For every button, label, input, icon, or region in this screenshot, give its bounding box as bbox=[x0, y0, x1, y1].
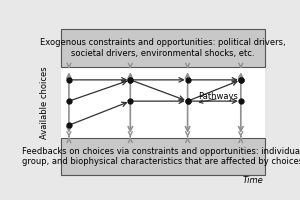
Text: Feedbacks on choices via constraints and opportunities: individual,
group, and b: Feedbacks on choices via constraints and… bbox=[22, 147, 300, 166]
FancyBboxPatch shape bbox=[61, 67, 266, 138]
Text: Pathways: Pathways bbox=[198, 92, 238, 101]
Text: Time: Time bbox=[242, 176, 263, 185]
Text: Available choices: Available choices bbox=[40, 66, 49, 139]
FancyBboxPatch shape bbox=[61, 138, 266, 175]
FancyBboxPatch shape bbox=[61, 29, 266, 67]
Text: Exogenous constraints and opportunities: political drivers,
societal drivers, en: Exogenous constraints and opportunities:… bbox=[40, 38, 286, 58]
